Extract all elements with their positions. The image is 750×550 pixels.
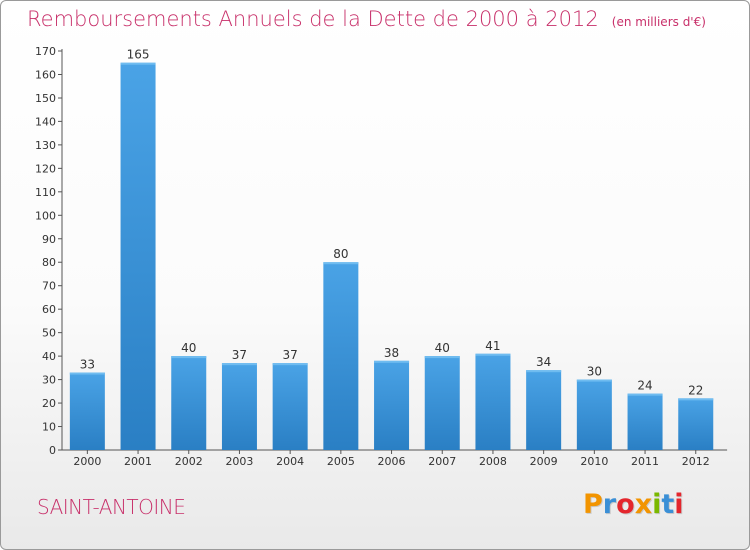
bar-value-label: 37 <box>283 348 298 362</box>
bar <box>526 370 562 450</box>
bar-value-label: 40 <box>181 341 196 355</box>
y-tick-label: 60 <box>42 303 56 316</box>
y-tick-label: 160 <box>35 68 56 81</box>
bar-value-label: 33 <box>80 358 95 372</box>
x-tick-label: 2005 <box>327 455 355 468</box>
proxiti-logo: Proxiti <box>583 489 684 520</box>
bar-value-label: 80 <box>333 247 348 261</box>
bar-value-label: 34 <box>536 355 551 369</box>
chart-subtitle: (en milliers d'€) <box>611 15 706 29</box>
chart-title: Remboursements Annuels de la Dette de 20… <box>27 7 599 31</box>
bar <box>120 62 156 451</box>
bar-top-edge <box>424 356 460 359</box>
bar-value-label: 40 <box>435 341 450 355</box>
title-line: Remboursements Annuels de la Dette de 20… <box>27 7 706 31</box>
bar-top-edge <box>627 393 663 396</box>
x-tick-label: 2012 <box>682 455 710 468</box>
bar-value-label: 37 <box>232 348 247 362</box>
logo-letter: o <box>616 489 635 520</box>
bar-top-edge <box>69 372 105 375</box>
y-tick-label: 70 <box>42 280 56 293</box>
bar <box>374 360 410 450</box>
bar-top-edge <box>678 398 714 401</box>
y-tick-label: 0 <box>49 444 56 457</box>
commune-name: SAINT-ANTOINE <box>37 495 186 519</box>
bar <box>678 398 714 450</box>
bar <box>424 356 460 450</box>
bar <box>475 353 511 450</box>
x-tick-label: 2001 <box>124 455 152 468</box>
bar <box>627 393 663 450</box>
y-tick-label: 150 <box>35 92 56 105</box>
y-tick-label: 140 <box>35 115 56 128</box>
logo-letter: i <box>674 489 684 520</box>
bar-top-edge <box>475 353 511 356</box>
y-tick-label: 100 <box>35 209 56 222</box>
x-tick-label: 2003 <box>225 455 253 468</box>
bar <box>272 363 308 450</box>
y-tick-label: 40 <box>42 350 56 363</box>
bar-top-edge <box>120 62 156 65</box>
bar <box>323 262 359 450</box>
y-tick-label: 130 <box>35 139 56 152</box>
y-tick-label: 30 <box>42 374 56 387</box>
x-tick-label: 2011 <box>631 455 659 468</box>
bar-value-label: 22 <box>688 383 703 397</box>
bar-value-label: 165 <box>127 48 150 62</box>
logo-letter: t <box>661 489 675 520</box>
bar-top-edge <box>272 363 308 366</box>
x-tick-label: 2000 <box>73 455 101 468</box>
y-tick-label: 50 <box>42 327 56 340</box>
bar-top-edge <box>526 370 562 373</box>
logo-letter: P <box>583 489 603 520</box>
bar-value-label: 24 <box>637 379 652 393</box>
y-tick-label: 80 <box>42 256 56 269</box>
x-tick-label: 2010 <box>580 455 608 468</box>
y-tick-label: 10 <box>42 421 56 434</box>
bar-top-edge <box>374 360 410 363</box>
bar <box>576 379 612 450</box>
bar-top-edge <box>171 356 207 359</box>
y-tick-label: 120 <box>35 162 56 175</box>
x-tick-label: 2002 <box>175 455 203 468</box>
x-tick-label: 2008 <box>479 455 507 468</box>
y-tick-label: 170 <box>35 45 56 58</box>
x-tick-label: 2009 <box>530 455 558 468</box>
y-tick-label: 90 <box>42 233 56 246</box>
bar-top-edge <box>221 363 257 366</box>
bar <box>171 356 207 450</box>
bar-value-label: 30 <box>587 365 602 379</box>
logo-letter: r <box>602 489 617 520</box>
y-tick-label: 110 <box>35 186 56 199</box>
logo-letter: x <box>634 489 653 520</box>
x-tick-label: 2004 <box>276 455 304 468</box>
bar-value-label: 41 <box>485 339 500 353</box>
y-tick-label: 20 <box>42 397 56 410</box>
logo-letter: i <box>652 489 662 520</box>
bar-value-label: 38 <box>384 346 399 360</box>
bar <box>69 372 105 450</box>
bar-top-edge <box>323 262 359 265</box>
bar <box>221 363 257 450</box>
bar-top-edge <box>576 379 612 382</box>
x-tick-label: 2006 <box>378 455 406 468</box>
x-tick-label: 2007 <box>428 455 456 468</box>
